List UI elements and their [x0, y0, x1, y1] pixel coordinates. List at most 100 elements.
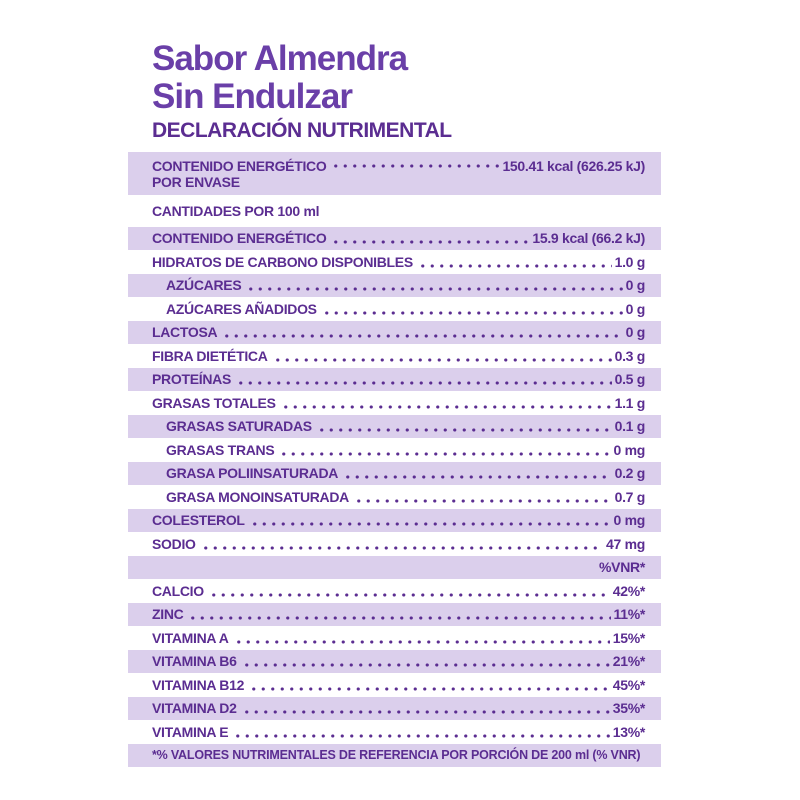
nutrition-row: CANTIDADES POR 100 ml — [128, 199, 661, 223]
dot-leader — [331, 238, 530, 246]
nutrient-label: PROTEÍNAS — [152, 371, 231, 388]
nutrient-value: 150.41 kcal (626.25 kJ) — [502, 157, 645, 174]
nutrient-value: 15.9 kcal (66.2 kJ) — [532, 230, 645, 247]
product-title: Sabor Almendra Sin Endulzar — [152, 40, 661, 116]
nutrition-row: GRASA MONOINSATURADA 0.7 g — [128, 485, 661, 509]
nutrient-label: CANTIDADES POR 100 ml — [152, 202, 320, 219]
nutrition-row: CALCIO 42%* — [128, 579, 661, 603]
nutrition-row: VITAMINA B6 21%* — [128, 649, 661, 673]
dot-leader — [246, 285, 623, 293]
nutrient-value: 0.5 g — [614, 371, 646, 388]
nutrition-row: %VNR* — [128, 555, 661, 579]
nutrient-label: LACTOSA — [152, 324, 218, 341]
product-title-line1: Sabor Almendra — [152, 39, 408, 78]
dot-leader — [249, 684, 610, 693]
nutrient-label: AZÚCARES — [166, 277, 242, 294]
dot-leader — [331, 161, 500, 170]
nutrition-row: FIBRA DIETÉTICA 0.3 g — [128, 344, 661, 368]
nutrient-label: CONTENIDO ENERGÉTICO — [152, 157, 327, 174]
dot-leader — [222, 332, 623, 340]
section-title: DECLARACIÓN NUTRIMENTAL — [152, 119, 452, 142]
dot-leader — [233, 637, 610, 646]
nutrient-label: GRASAS SATURADAS — [166, 418, 312, 435]
nutrition-row: VITAMINA D2 35%* — [128, 696, 661, 720]
product-title-line2: Sin Endulzar — [152, 77, 353, 116]
nutrient-label: CALCIO — [152, 582, 204, 599]
row-line2: POR ENVASE — [152, 174, 645, 190]
nutrient-value: 21%* — [612, 653, 646, 670]
nutrient-label: GRASA POLIINSATURADA — [166, 465, 339, 482]
nutrient-value: 0 mg — [613, 441, 646, 458]
nutrient-label: GRASAS TRANS — [166, 441, 275, 458]
nutrient-value: 0.3 g — [614, 347, 646, 364]
nutrient-value: 0.2 g — [614, 465, 646, 482]
nutrition-row: LACTOSA 0 g — [128, 320, 661, 344]
nutrient-label: HIDRATOS DE CARBONO DISPONIBLES — [152, 253, 413, 270]
nutrition-row: VITAMINA A 15%* — [128, 626, 661, 650]
nutrient-label: GRASA MONOINSATURADA — [166, 488, 349, 505]
nutrient-label: VITAMINA B12 — [152, 676, 245, 693]
nutrient-value: 0 g — [625, 324, 646, 341]
nutrient-label: ZINC — [152, 606, 184, 623]
nutrition-row: GRASAS TOTALES 1.1 g — [128, 391, 661, 415]
nutrition-row: GRASAS TRANS 0 mg — [128, 438, 661, 462]
nutrition-row: GRASA POLIINSATURADA 0.2 g — [128, 461, 661, 485]
nutrient-value: 0.1 g — [614, 418, 646, 435]
nutrient-value: 47 mg — [606, 535, 645, 552]
nutrition-panel: Sabor Almendra Sin Endulzar DECLARACIÓN … — [128, 40, 661, 767]
nutrient-value: 1.1 g — [614, 394, 646, 411]
nutrient-value: 15%* — [612, 629, 646, 646]
nutrient-value: 1.0 g — [614, 253, 646, 270]
nutrient-label: FIBRA DIETÉTICA — [152, 347, 268, 364]
dot-leader — [354, 496, 612, 505]
nutrition-row: COLESTEROL 0 mg — [128, 508, 661, 532]
dot-leader — [321, 308, 623, 317]
nutrient-value: 13%* — [612, 723, 646, 740]
dot-leader — [241, 661, 610, 669]
nutrient-value: 0 g — [625, 300, 646, 317]
column-header-vnr: %VNR* — [599, 559, 645, 576]
dot-leader — [279, 449, 611, 458]
dot-leader — [280, 402, 612, 411]
nutrient-label: COLESTEROL — [152, 512, 245, 529]
nutrition-row: ZINC 11%* — [128, 602, 661, 626]
dot-leader — [188, 614, 611, 622]
nutrition-row: VITAMINA E 13%* — [128, 720, 661, 744]
dot-leader — [417, 261, 612, 270]
nutrition-row: SODIO 47 mg — [128, 532, 661, 556]
nutrient-label: VITAMINA A — [152, 629, 229, 646]
footnote-row: *% VALORES NUTRIMENTALES DE REFERENCIA P… — [128, 743, 661, 767]
nutrient-sublabel: POR ENVASE — [152, 173, 240, 190]
nutrient-label: AZÚCARES AÑADIDOS — [166, 300, 317, 317]
nutrition-row: PROTEÍNAS 0.5 g — [128, 367, 661, 391]
nutrition-table: CONTENIDO ENERGÉTICO 150.41 kcal (626.25 … — [128, 152, 661, 744]
nutrition-row: CONTENIDO ENERGÉTICO 15.9 kcal (66.2 kJ) — [128, 226, 661, 250]
nutrition-row: VITAMINA B12 45%* — [128, 673, 661, 697]
dot-leader — [343, 473, 612, 481]
nutrient-label: GRASAS TOTALES — [152, 394, 276, 411]
footnote-text: *% VALORES NUTRIMENTALES DE REFERENCIA P… — [152, 748, 641, 762]
nutrient-value: 0 g — [625, 277, 646, 294]
dot-leader — [200, 543, 604, 552]
nutrient-label: VITAMINA E — [152, 723, 229, 740]
dot-leader — [241, 708, 610, 716]
nutrient-value: 0 mg — [613, 512, 646, 529]
nutrition-row: CONTENIDO ENERGÉTICO 150.41 kcal (626.25 … — [128, 152, 661, 195]
nutrition-row: AZÚCARES AÑADIDOS 0 g — [128, 297, 661, 321]
nutrient-value: 0.7 g — [614, 488, 646, 505]
dot-leader — [316, 426, 612, 434]
nutrient-value: 42%* — [612, 582, 646, 599]
nutrient-value: 11%* — [613, 606, 646, 623]
dot-leader — [208, 590, 610, 599]
nutrition-row: AZÚCARES 0 g — [128, 273, 661, 297]
row-line1: CONTENIDO ENERGÉTICO 150.41 kcal (626.25 … — [152, 158, 645, 174]
dot-leader — [233, 731, 610, 740]
nutrient-value: 35%* — [612, 700, 646, 717]
dot-leader — [235, 379, 612, 387]
nutrient-label: VITAMINA B6 — [152, 653, 237, 670]
dot-leader — [249, 520, 611, 528]
nutrient-label: CONTENIDO ENERGÉTICO — [152, 230, 327, 247]
nutrient-value: 45%* — [612, 676, 646, 693]
dot-leader — [272, 355, 612, 364]
